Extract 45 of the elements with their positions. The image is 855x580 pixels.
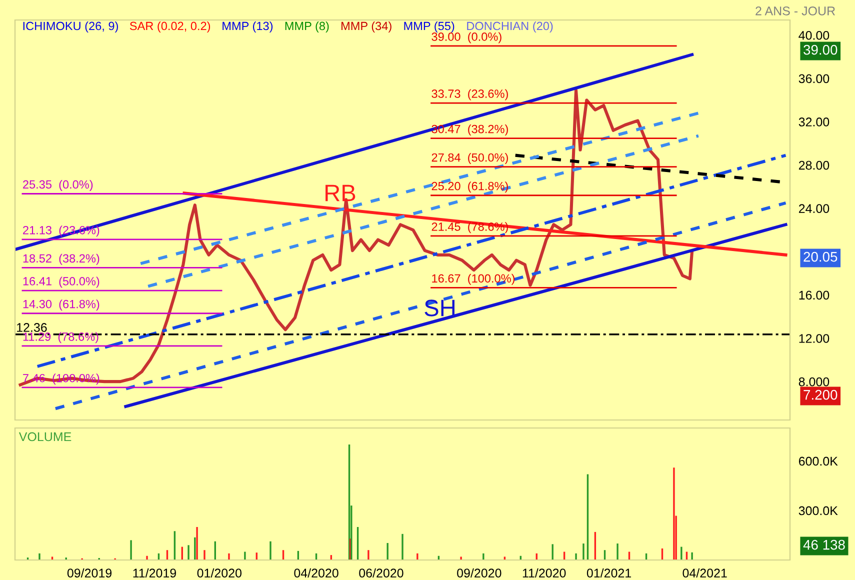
y-tick-label: 32.00 xyxy=(798,118,830,126)
y-tick-label: 12.00 xyxy=(799,334,830,343)
series-label: 25.35 (0.0%) xyxy=(23,180,93,191)
x-tick-label: 01/2020 xyxy=(197,568,242,578)
text: 39.00 xyxy=(804,44,838,55)
y-tick-label: 40.00 xyxy=(798,30,830,40)
series-label: 25.20 (61.8%) xyxy=(432,182,508,193)
annotation: ICHIMOKU (26, 9) xyxy=(23,22,118,32)
series-label: 14.30 (61.8%) xyxy=(23,300,100,311)
series-label: 39.00 (0.0%) xyxy=(432,32,502,44)
x-tick-label: 04/2021 xyxy=(682,568,727,578)
y-tick-label: 36.00 xyxy=(798,74,830,84)
series-label: 16.67 (100.0%) xyxy=(432,274,515,285)
y-tick-label: 300.0K xyxy=(798,506,838,516)
y-tick-label: 28.00 xyxy=(798,160,830,170)
series-label: 30.47 (38.2%) xyxy=(432,124,508,136)
chart-title: VOLUME xyxy=(18,432,72,442)
annotation: MMP (34) xyxy=(341,22,392,32)
x-tick-label: 09/2020 xyxy=(457,568,502,578)
annotation: MMP (13) xyxy=(222,22,273,32)
y-tick-label: 24.00 xyxy=(798,204,830,214)
x-tick-label: 09/2019 xyxy=(67,568,112,578)
x-tick-label: 11/2019 xyxy=(133,568,176,578)
text: 2 ANS - JOUR xyxy=(756,6,835,16)
y-tick-label: 16.00 xyxy=(799,290,830,300)
series-label: 18.52 (38.2%) xyxy=(23,254,100,265)
text: 20.05 xyxy=(804,252,838,262)
x-tick-label: 01/2021 xyxy=(586,568,632,578)
annotation: RB xyxy=(326,184,356,202)
text: 7.200 xyxy=(804,390,838,400)
annotation: SH xyxy=(424,300,454,316)
text: 46 138 xyxy=(803,540,845,550)
x-tick-label: 11/2020 xyxy=(522,568,566,578)
x-tick-label: 04/2020 xyxy=(294,568,338,578)
annotation: DONCHIAN (20) xyxy=(467,22,553,32)
y-tick-label: 600.0K xyxy=(798,456,838,466)
annotation: MMP (8) xyxy=(285,22,329,32)
annotation: SAR (0.02, 0.2) xyxy=(130,22,210,32)
x-tick-label: 06/2020 xyxy=(359,568,404,578)
series-label: 33.73 (23.6%) xyxy=(432,89,508,100)
ref-line-label: 12.36 xyxy=(17,323,47,332)
annotation: MMP (55) xyxy=(404,22,454,32)
series-label: 16.41 (50.0%) xyxy=(23,276,100,288)
y-tick-label: 8.000 xyxy=(798,377,830,386)
series-label: 27.84 (50.0%) xyxy=(432,153,508,164)
